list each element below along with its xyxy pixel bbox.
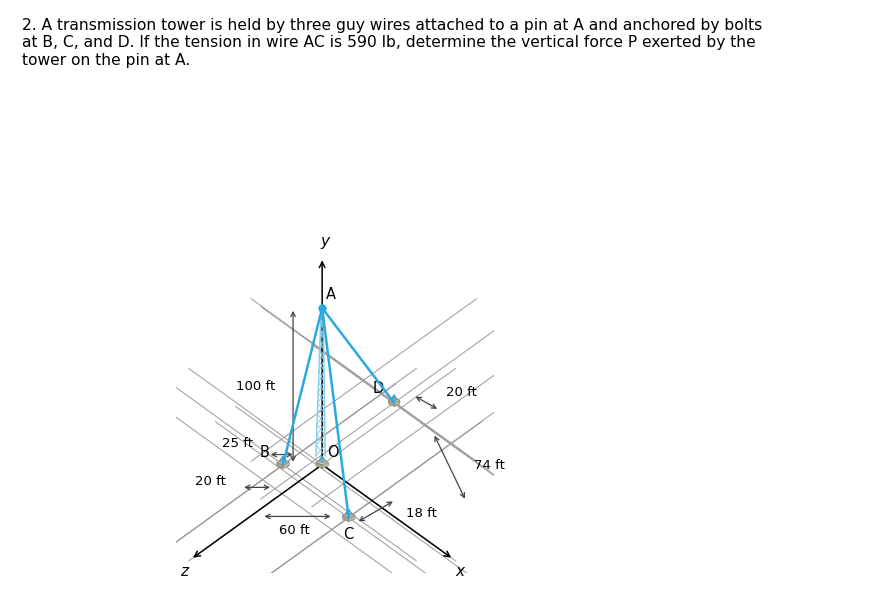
Polygon shape (322, 462, 329, 469)
Polygon shape (279, 456, 283, 461)
Text: y: y (320, 233, 329, 249)
Polygon shape (322, 456, 326, 461)
Polygon shape (283, 456, 286, 461)
Text: 20 ft: 20 ft (446, 386, 477, 399)
Polygon shape (349, 515, 355, 522)
Polygon shape (316, 462, 322, 469)
Text: D: D (373, 381, 384, 396)
Polygon shape (349, 509, 352, 516)
Polygon shape (391, 395, 394, 400)
Polygon shape (322, 456, 326, 463)
Text: 20 ft: 20 ft (196, 475, 226, 488)
Text: 74 ft: 74 ft (474, 459, 505, 472)
Text: B: B (259, 445, 269, 460)
Text: z: z (181, 564, 189, 579)
Text: 2. A transmission tower is held by three guy wires attached to a pin at A and an: 2. A transmission tower is held by three… (22, 18, 762, 67)
Text: 60 ft: 60 ft (279, 524, 310, 537)
Polygon shape (394, 401, 400, 407)
Text: C: C (344, 527, 354, 541)
Polygon shape (343, 515, 349, 522)
Polygon shape (345, 509, 349, 514)
Text: x: x (455, 564, 464, 579)
Text: A: A (326, 287, 336, 301)
Polygon shape (319, 456, 322, 463)
Polygon shape (277, 459, 289, 465)
Text: 100 ft: 100 ft (236, 380, 276, 393)
Polygon shape (283, 456, 286, 463)
Polygon shape (389, 398, 400, 403)
Polygon shape (389, 401, 394, 407)
Polygon shape (394, 395, 397, 401)
Polygon shape (394, 395, 397, 400)
Polygon shape (391, 395, 394, 401)
Polygon shape (343, 512, 355, 518)
Text: O: O (327, 445, 339, 460)
Text: 25 ft: 25 ft (222, 437, 253, 450)
Text: 18 ft: 18 ft (405, 508, 436, 521)
Polygon shape (277, 462, 283, 469)
Polygon shape (319, 456, 322, 461)
Polygon shape (345, 509, 349, 516)
Polygon shape (279, 456, 283, 463)
Polygon shape (316, 459, 329, 465)
Polygon shape (349, 509, 352, 514)
Polygon shape (283, 462, 289, 469)
